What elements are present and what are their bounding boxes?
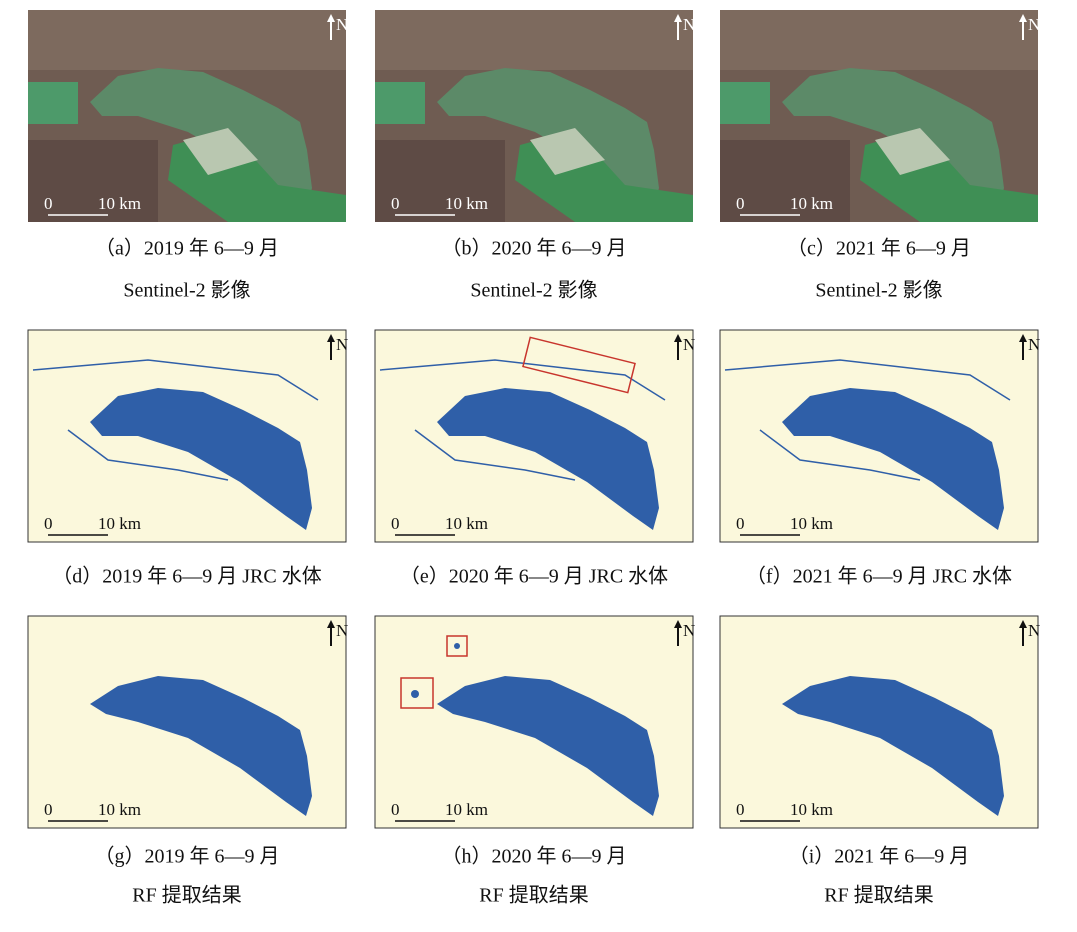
fields-left [28, 82, 78, 124]
water-body [90, 676, 312, 816]
water-body [90, 388, 312, 530]
scale-end: 10 km [445, 194, 488, 213]
map-panel: N 0 10 km [27, 329, 348, 543]
scale-end: 10 km [790, 514, 833, 533]
map-panel: N 0 10 km [719, 329, 1040, 543]
north-arrowhead [327, 334, 335, 342]
scale-start: 0 [736, 194, 745, 213]
salt-fields [530, 128, 605, 175]
scale-start: 0 [391, 194, 400, 213]
highlight-box [446, 635, 468, 657]
caption: Sentinel-2 影像 [123, 279, 250, 302]
caption: （e）2020 年 6—9 月 JRC 水体 [400, 565, 668, 588]
north-label: N [336, 15, 348, 34]
north-arrowhead [1019, 620, 1027, 628]
north-arrowhead [1019, 14, 1027, 22]
map-panel: N 0 10 km [719, 615, 1040, 829]
water-body [437, 388, 659, 530]
water-channel [759, 429, 921, 481]
water-body [782, 388, 1004, 530]
map-panel: N 0 10 km [27, 615, 348, 829]
north-arrowhead [674, 620, 682, 628]
water-patch [454, 643, 460, 649]
north-arrowhead [327, 14, 335, 22]
water-body [437, 676, 659, 816]
caption: RF 提取结果 [132, 884, 241, 907]
water-channel [67, 429, 229, 481]
scale-end: 10 km [98, 800, 141, 819]
north-label: N [683, 621, 695, 640]
north-arrowhead [674, 14, 682, 22]
scale-start: 0 [44, 800, 53, 819]
lower-terrain [720, 140, 850, 222]
scale-end: 10 km [98, 194, 141, 213]
highlight-box [400, 677, 434, 709]
upper-terrain [375, 10, 693, 70]
scale-end: 10 km [790, 800, 833, 819]
north-label: N [683, 15, 695, 34]
fields-left [375, 82, 425, 124]
scale-start: 0 [391, 800, 400, 819]
fields-left [720, 82, 770, 124]
water-channel [724, 359, 1011, 401]
caption: RF 提取结果 [479, 884, 588, 907]
north-arrowhead [327, 620, 335, 628]
caption: （h）2020 年 6—9 月 [442, 845, 627, 868]
water-body [782, 676, 1004, 816]
caption: Sentinel-2 影像 [470, 279, 597, 302]
north-label: N [336, 335, 348, 354]
caption: （b）2020 年 6—9 月 [442, 237, 627, 260]
north-label: N [1028, 621, 1040, 640]
caption: （f）2021 年 6—9 月 JRC 水体 [746, 565, 1012, 588]
caption: Sentinel-2 影像 [815, 279, 942, 302]
lower-terrain [375, 140, 505, 222]
north-arrowhead [674, 334, 682, 342]
upper-terrain [28, 10, 346, 70]
scale-end: 10 km [445, 800, 488, 819]
scale-end: 10 km [445, 514, 488, 533]
scale-end: 10 km [98, 514, 141, 533]
caption: （g）2019 年 6—9 月 [95, 845, 280, 868]
scale-start: 0 [44, 514, 53, 533]
caption: （a）2019 年 6—9 月 [95, 237, 279, 260]
scale-start: 0 [391, 514, 400, 533]
map-panel: N 0 10 km [374, 615, 695, 829]
water-channel [32, 359, 319, 401]
salt-fields [875, 128, 950, 175]
map-panel: N 0 10 km [375, 10, 695, 222]
north-label: N [336, 621, 348, 640]
caption: RF 提取结果 [824, 884, 933, 907]
map-panel: N 0 10 km [374, 329, 695, 543]
north-label: N [683, 335, 695, 354]
upper-terrain [720, 10, 1038, 70]
north-label: N [1028, 335, 1040, 354]
scale-start: 0 [736, 800, 745, 819]
scale-start: 0 [44, 194, 53, 213]
map-panel: N 0 10 km [28, 10, 348, 222]
salt-fields [183, 128, 258, 175]
caption: （c）2021 年 6—9 月 [787, 237, 971, 260]
highlight-box [522, 336, 636, 394]
caption: （i）2021 年 6—9 月 [789, 845, 970, 868]
water-patch [411, 690, 419, 698]
map-panel: N 0 10 km [720, 10, 1040, 222]
north-label: N [1028, 15, 1040, 34]
lower-terrain [28, 140, 158, 222]
north-arrowhead [1019, 334, 1027, 342]
scale-end: 10 km [790, 194, 833, 213]
water-channel [414, 429, 576, 481]
scale-start: 0 [736, 514, 745, 533]
caption: （d）2019 年 6—9 月 JRC 水体 [52, 565, 321, 588]
water-channel [379, 359, 666, 401]
